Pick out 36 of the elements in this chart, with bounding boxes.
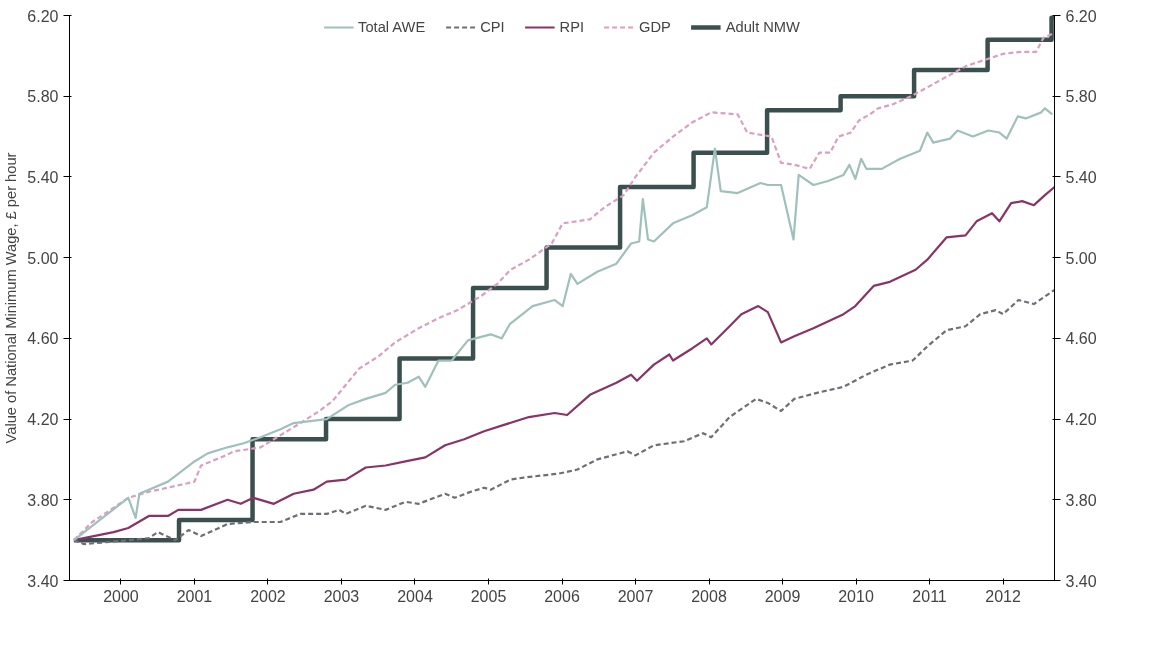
y-tick-label: 3.80 bbox=[27, 491, 59, 509]
x-tick-label: 2006 bbox=[544, 587, 580, 605]
y2-tick-label: 4.60 bbox=[1065, 330, 1097, 348]
legend-label: Adult NMW bbox=[725, 19, 800, 35]
legend-label: RPI bbox=[559, 19, 585, 35]
x-tick-label: 2001 bbox=[176, 587, 213, 605]
y-tick-label: 5.80 bbox=[27, 88, 59, 106]
y-tick-label: 6.20 bbox=[27, 7, 59, 25]
x-tick-label: 2011 bbox=[912, 587, 947, 605]
y-tick-label: 4.20 bbox=[27, 411, 59, 429]
x-tick-label: 2009 bbox=[764, 587, 801, 605]
y-tick-label: 3.40 bbox=[27, 572, 59, 590]
x-tick-label: 2010 bbox=[838, 587, 874, 605]
y-axis-title: Value of National Minimum Wage, £ per hour bbox=[3, 152, 20, 444]
x-tick-label: 2012 bbox=[985, 587, 1021, 605]
y-tick-label: 5.40 bbox=[27, 168, 59, 186]
y2-tick-label: 3.80 bbox=[1065, 491, 1097, 509]
y-tick-label: 5.00 bbox=[27, 249, 59, 267]
x-tick-label: 2008 bbox=[691, 587, 727, 605]
line-series bbox=[72, 288, 1055, 546]
y2-tick-label: 5.40 bbox=[1065, 168, 1097, 186]
legend-label: Total AWE bbox=[358, 19, 426, 35]
legend-label: CPI bbox=[480, 19, 505, 35]
y2-tick-label: 5.00 bbox=[1065, 249, 1097, 267]
y-tick-label: 4.60 bbox=[27, 330, 59, 348]
x-tick-label: 2002 bbox=[250, 587, 286, 605]
y2-tick-label: 3.40 bbox=[1065, 572, 1097, 590]
x-tick-label: 2000 bbox=[103, 587, 139, 605]
x-tick-label: 2007 bbox=[617, 587, 654, 605]
y2-tick-label: 6.20 bbox=[1065, 7, 1097, 25]
y2-tick-label: 5.80 bbox=[1065, 88, 1097, 106]
legend-label: GDP bbox=[639, 19, 671, 35]
x-tick-label: 2005 bbox=[470, 587, 507, 605]
x-tick-label: 2003 bbox=[323, 587, 360, 605]
y2-tick-label: 4.20 bbox=[1065, 411, 1097, 429]
x-tick-label: 2004 bbox=[397, 587, 433, 605]
